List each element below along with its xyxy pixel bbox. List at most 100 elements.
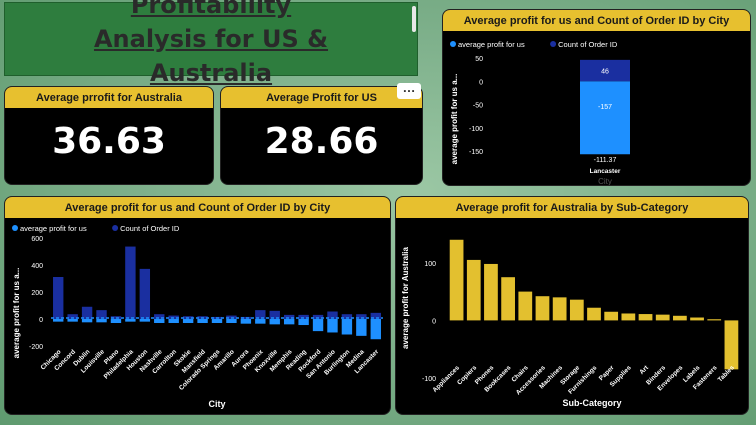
bar-order-count — [53, 277, 64, 319]
bar-order-count — [240, 316, 252, 319]
y-tick-label: 600 — [31, 236, 43, 243]
bar-average-profit — [226, 318, 237, 323]
bar-order-count — [96, 310, 107, 319]
bar-average-profit — [269, 318, 280, 325]
y-tick-label: 100 — [424, 261, 436, 268]
bar-average-profit — [110, 318, 122, 323]
bar-australia-profit — [673, 315, 687, 321]
bar-average-profit — [283, 318, 295, 325]
kpi-us-value: 28.66 — [264, 121, 379, 162]
y-axis-label: average profit for us a... — [12, 268, 21, 359]
legend-label: average profit for us — [458, 40, 525, 49]
y-tick-label: -150 — [469, 149, 483, 156]
bar-order-count — [356, 314, 367, 319]
bar-australia-profit — [621, 313, 636, 321]
bar-order-count — [327, 311, 338, 319]
bar-average-profit — [53, 318, 64, 322]
y-tick-label: 400 — [31, 263, 43, 270]
bar-average-profit — [81, 318, 93, 323]
chart-card-us-lancaster: Average profit for us and Count of Order… — [442, 9, 751, 186]
y-tick-label: -50 — [473, 103, 483, 110]
title-scrollbar[interactable] — [412, 6, 416, 32]
legend-marker — [450, 41, 456, 47]
bar-average-profit — [67, 318, 78, 322]
annotation-label: -111.37 — [594, 157, 617, 164]
data-label-order-count: 46 — [601, 69, 609, 76]
bar-average-profit — [341, 318, 353, 335]
y-axis-label: average profit for us a... — [450, 74, 459, 165]
bar-average-profit — [211, 318, 223, 323]
kpi-australia-label: Average prrofit for Australia — [5, 87, 213, 108]
page-title-box: Profitability Analysis for US & Australi… — [4, 0, 418, 87]
bar-order-count — [81, 306, 93, 319]
bar-order-count — [154, 314, 165, 319]
y-tick-label: 0 — [432, 318, 436, 325]
x-axis-label: City — [598, 177, 612, 185]
bar-australia-profit — [501, 277, 515, 321]
bar-order-count — [283, 314, 295, 319]
bar-australia-profit — [638, 314, 653, 321]
bar-average-profit — [168, 318, 179, 323]
bar-order-count — [110, 316, 122, 319]
page-title: Profitability Analysis for US & Australi… — [93, 0, 329, 87]
bar-order-count — [269, 310, 280, 319]
legend-marker — [550, 41, 557, 47]
bar-average-profit — [154, 318, 165, 323]
y-tick-label: -100 — [422, 376, 436, 383]
bar-order-count — [298, 314, 309, 319]
more-options-button[interactable]: … — [397, 81, 421, 99]
bar-average-profit — [298, 318, 309, 326]
bar-australia-profit — [690, 317, 704, 321]
bar-australia-profit — [535, 296, 550, 321]
legend-label: Count of Order ID — [120, 224, 180, 233]
bar-australia-profit — [484, 263, 498, 321]
chart-us-by-city: average profit for us Count of Order ID 60… — [12, 224, 383, 409]
y-tick-label: 0 — [39, 317, 43, 324]
bar-average-profit — [370, 318, 381, 340]
bar-australia-profit — [552, 297, 567, 321]
kpi-australia-value: 36.63 — [52, 121, 166, 162]
bar-order-count — [312, 314, 324, 319]
bar-average-profit — [240, 318, 252, 324]
bar-australia-profit — [569, 299, 584, 321]
bar-order-count — [580, 59, 630, 82]
chart-title-australia-subcategory: Average profit for Australia by Sub-Cate… — [396, 197, 748, 218]
bar-order-count — [139, 268, 151, 319]
bar-average-profit — [96, 318, 107, 323]
x-tick-label: Art — [638, 364, 650, 376]
x-axis-label: Sub-Category — [562, 398, 621, 408]
bar-order-count — [255, 310, 266, 319]
bar-average-profit — [255, 318, 266, 324]
bar-australia-profit — [707, 319, 722, 321]
legend-marker — [112, 225, 119, 231]
y-tick-label: 200 — [31, 290, 43, 297]
y-tick-label: 0 — [479, 79, 483, 86]
bar-australia-profit — [655, 314, 670, 321]
bar-average-profit — [580, 81, 630, 155]
y-tick-label: -100 — [469, 126, 483, 133]
chart-card-australia-subcategory: Average profit for Australia by Sub-Cate… — [395, 196, 749, 415]
bar-average-profit — [139, 318, 151, 322]
bar-australia-profit — [518, 291, 533, 321]
bar-average-profit — [356, 318, 367, 336]
bar-average-profit — [312, 318, 324, 332]
bar-order-count — [125, 246, 136, 319]
kpi-us-label: Average Profit for US — [221, 87, 422, 108]
bar-australia-profit — [449, 239, 464, 321]
bar-order-count — [370, 312, 381, 319]
bar-order-count — [67, 314, 78, 319]
bar-average-profit — [327, 318, 338, 333]
data-label-average-profit: -157 — [598, 104, 612, 111]
x-tick-label: Lancaster — [590, 168, 621, 175]
chart-us-lancaster: average profit for us Count of Order ID 50… — [450, 40, 630, 185]
bar-average-profit — [182, 318, 194, 323]
bar-australia-profit — [604, 311, 619, 321]
kpi-card-australia: Average prrofit for Australia 36.63 — [4, 86, 214, 185]
x-axis-label: City — [208, 399, 225, 409]
bar-australia-profit — [466, 259, 481, 321]
kpi-card-us: Average Profit for US 28.66 — [220, 86, 423, 185]
bar-australia-profit — [587, 307, 601, 321]
bar-australia-profit — [724, 320, 739, 370]
legend-label: Count of Order ID — [558, 40, 618, 49]
